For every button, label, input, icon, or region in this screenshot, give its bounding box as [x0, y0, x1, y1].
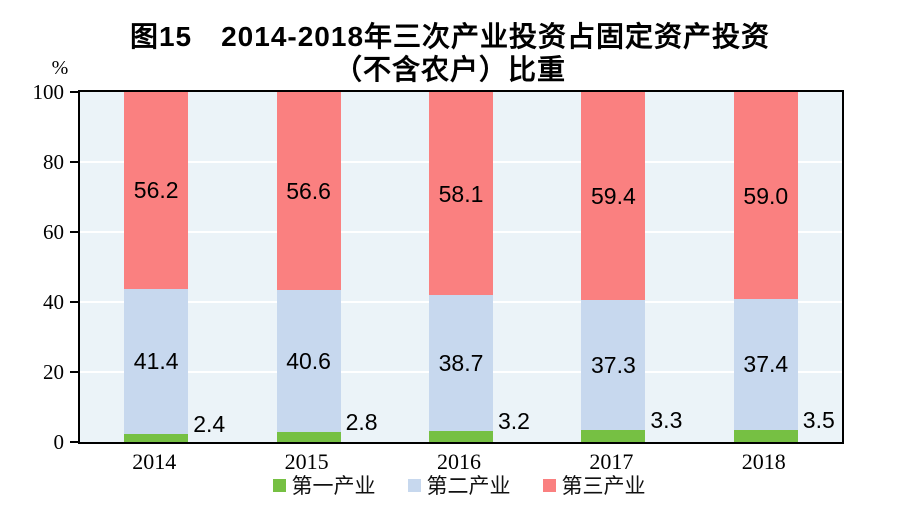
- bar-segment-第一产业-2017: [581, 430, 646, 442]
- bar-segment-第一产业-2014: [124, 433, 189, 442]
- y-axis-unit-label: %: [51, 57, 69, 79]
- value-label-第二产业-2018: 37.4: [743, 351, 789, 378]
- y-tick-label-40: 40: [43, 290, 64, 314]
- value-label-第三产业-2016: 58.1: [438, 180, 484, 207]
- y-tick-label-80: 80: [43, 150, 64, 174]
- bar-segment-第三产业-2017: [581, 92, 646, 300]
- value-label-第二产业-2017: 37.3: [591, 352, 636, 379]
- plot-area: 2.4 41.4 56.2 2.8 40.6 56.6 3.2 38.7 58.1 3.3 37.3…: [78, 90, 844, 444]
- chart-title-line2: （不含农户）比重: [333, 54, 566, 85]
- y-tick-label-60: 60: [43, 220, 64, 244]
- bar-segment-第二产业-2015: [276, 290, 341, 433]
- chart-title: 图15 2014-2018年三次产业投资占固定资产投资 （不含农户）比重: [0, 20, 900, 86]
- value-label-第三产业-2014: 56.2: [133, 177, 179, 204]
- value-label-第一产业-2018: 3.5: [802, 406, 835, 433]
- y-tick-mark-60: [70, 231, 78, 233]
- legend-swatch-第一产业: [272, 478, 286, 492]
- y-tick-mark-40: [70, 301, 78, 303]
- bar-segment-第一产业-2018: [733, 429, 798, 442]
- legend-item-第二产业: 第二产业: [407, 470, 511, 500]
- bar-segment-第三产业-2014: [124, 92, 189, 289]
- bar-segment-第三产业-2016: [429, 92, 493, 296]
- value-label-第一产业-2015: 2.8: [345, 409, 378, 436]
- bar-segment-第三产业-2018: [733, 92, 798, 299]
- bar-segment-第二产业-2016: [429, 295, 493, 431]
- y-tick-label-0: 0: [53, 430, 65, 454]
- x-tick-label-2018: 2018: [741, 449, 786, 474]
- legend-swatch-第二产业: [407, 478, 421, 492]
- bar-segment-第三产业-2015: [276, 92, 341, 291]
- y-tick-mark-20: [70, 371, 78, 373]
- x-tick-label-2014: 2014: [132, 449, 177, 474]
- x-tick-label-2016: 2016: [437, 449, 481, 474]
- legend-label-第一产业: 第一产业: [291, 474, 376, 498]
- x-tick-label-2015: 2015: [284, 449, 329, 474]
- x-tick-label-2017: 2017: [589, 449, 634, 474]
- bar-segment-第二产业-2017: [581, 299, 646, 431]
- value-label-第三产业-2015: 56.6: [286, 178, 331, 205]
- value-label-第一产业-2016: 3.2: [498, 407, 530, 434]
- legend-label-第二产业: 第二产业: [426, 474, 511, 498]
- legend-swatch-第三产业: [542, 478, 556, 492]
- value-label-第一产业-2017: 3.3: [650, 407, 683, 434]
- bar-segment-第一产业-2016: [429, 430, 493, 442]
- legend: 第一产业 第二产业 第三产业: [78, 470, 840, 500]
- value-label-第二产业-2015: 40.6: [286, 348, 331, 375]
- chart-title-line1: 图15 2014-2018年三次产业投资占固定资产投资: [129, 21, 771, 52]
- legend-item-第一产业: 第一产业: [272, 470, 376, 500]
- value-label-第二产业-2016: 38.7: [438, 350, 484, 377]
- y-tick-label-20: 20: [43, 360, 64, 384]
- y-tick-mark-80: [70, 161, 78, 163]
- value-label-第二产业-2014: 41.4: [133, 348, 179, 375]
- bar-segment-第二产业-2018: [733, 298, 798, 430]
- bar-segment-第二产业-2014: [124, 288, 189, 434]
- y-tick-mark-0: [70, 441, 78, 443]
- legend-label-第三产业: 第三产业: [561, 474, 646, 498]
- value-label-第一产业-2014: 2.4: [193, 410, 226, 437]
- legend-item-第三产业: 第三产业: [542, 470, 646, 500]
- bar-segment-第一产业-2015: [276, 432, 341, 442]
- y-tick-mark-100: [70, 91, 78, 93]
- value-label-第三产业-2018: 59.0: [743, 182, 789, 209]
- value-label-第三产业-2017: 59.4: [591, 182, 636, 209]
- y-tick-label-100: 100: [32, 80, 65, 104]
